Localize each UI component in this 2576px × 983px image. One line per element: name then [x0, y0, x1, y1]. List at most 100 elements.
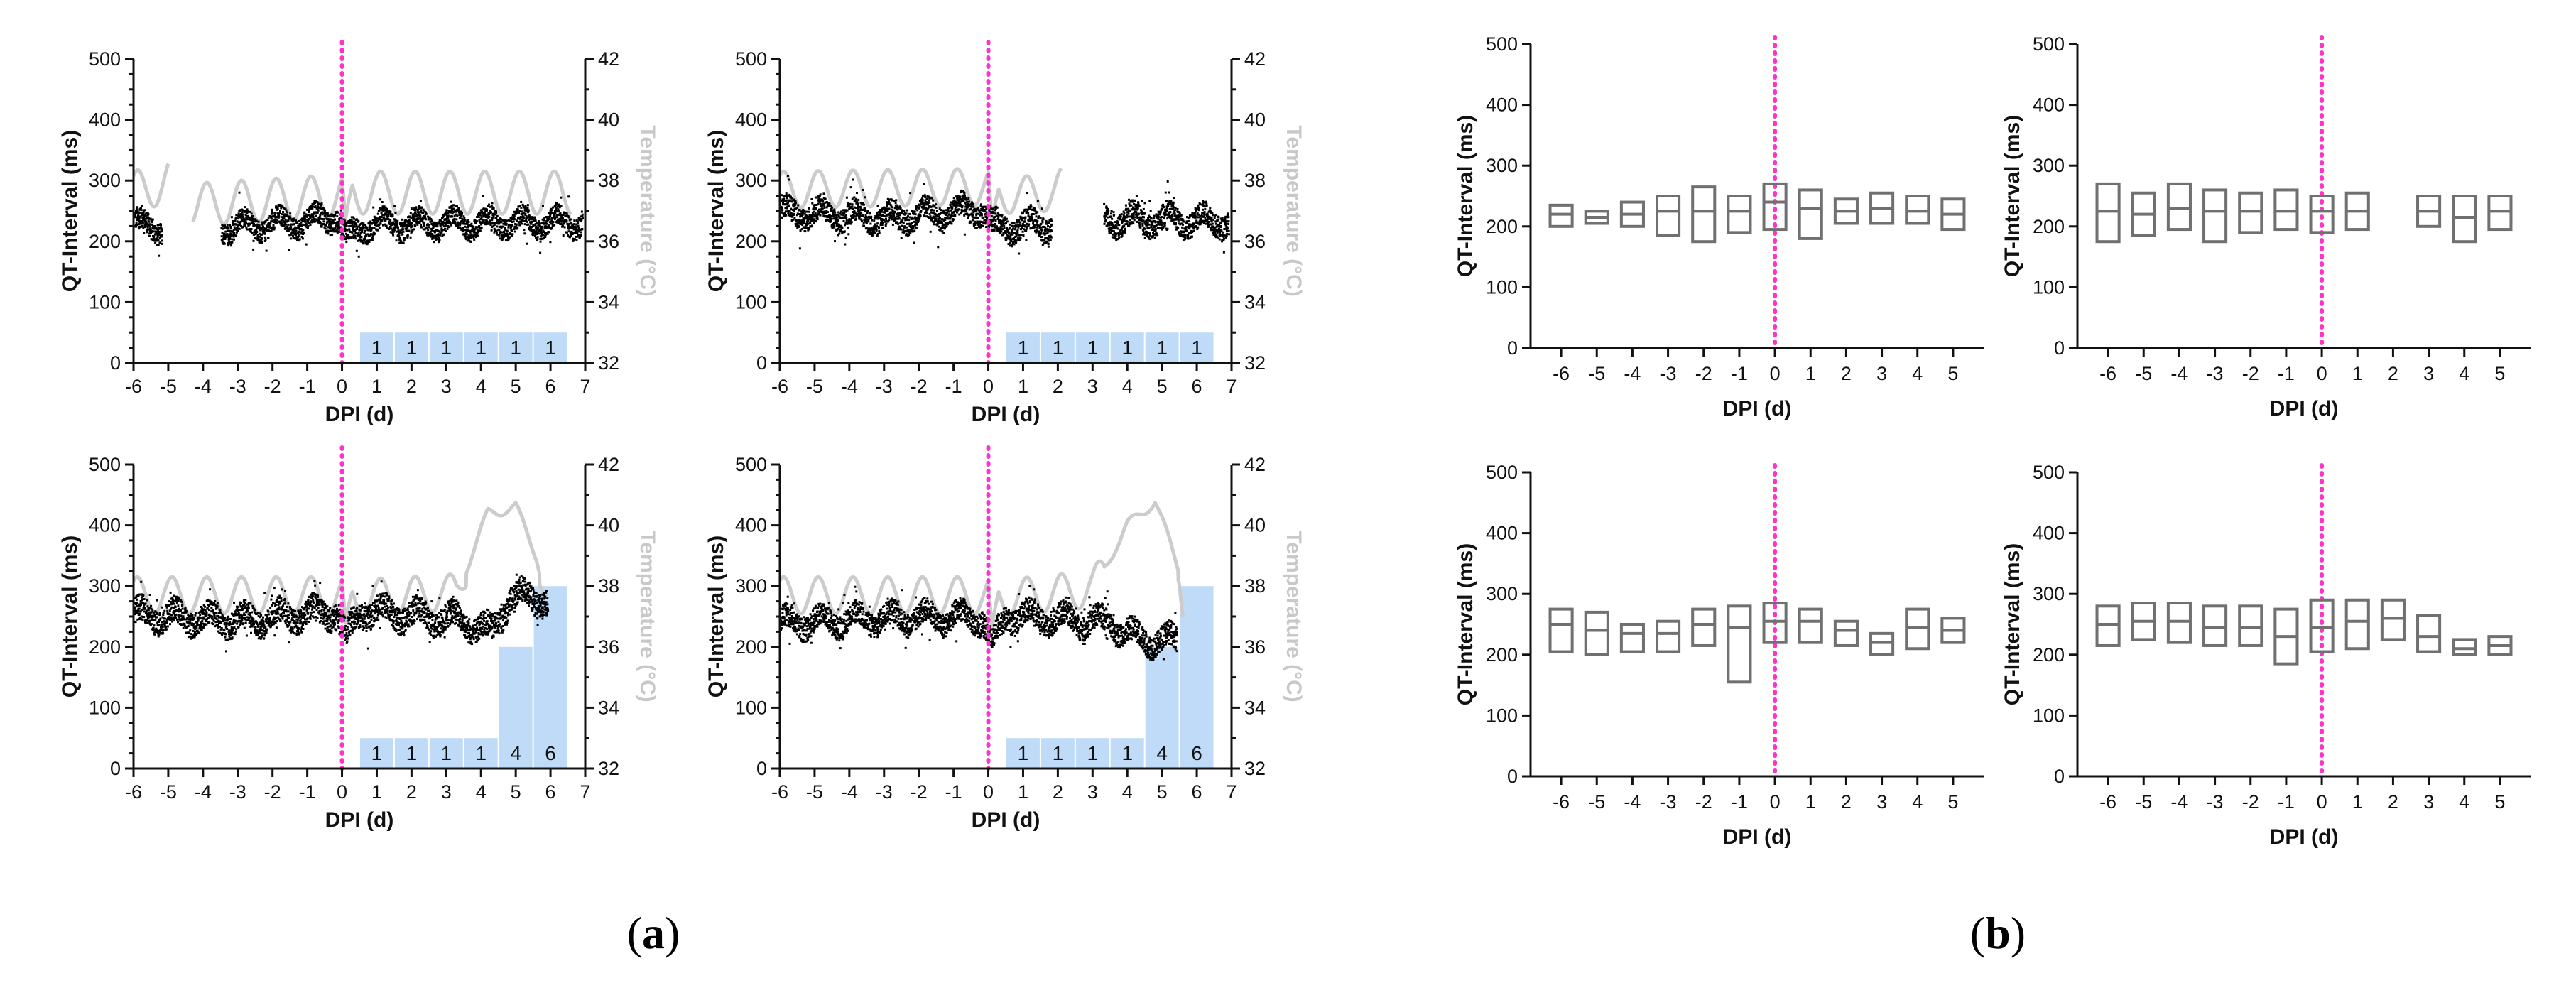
qt-point: [403, 223, 406, 226]
qt-point: [1047, 245, 1050, 248]
qt-point: [862, 203, 865, 206]
qt-point: [929, 230, 932, 233]
qt-point: [434, 223, 437, 225]
qt-point: [369, 233, 372, 236]
qt-point: [1148, 226, 1151, 229]
qt-point: [458, 208, 460, 211]
qt-point: [1183, 220, 1185, 223]
qt-point: [416, 214, 418, 217]
qt-point: [984, 222, 987, 225]
qt-point: [528, 217, 531, 220]
qt-point: [980, 214, 983, 217]
qt-point: [332, 215, 335, 218]
qt-point: [350, 216, 353, 219]
qt-point: [888, 214, 891, 217]
qt-point: [233, 238, 235, 241]
qt-point: [144, 218, 147, 221]
qt-point: [1106, 224, 1109, 227]
qt-point: [894, 216, 897, 219]
qt-point: [899, 212, 902, 214]
qt-point: [1165, 213, 1168, 216]
qt-point: [250, 228, 253, 230]
qt-point: [447, 212, 449, 214]
qt-point: [246, 228, 249, 231]
qt-point: [498, 226, 501, 228]
qt-point: [474, 226, 477, 229]
qt-point: [298, 219, 300, 222]
qt-point: [370, 228, 373, 231]
qt-point: [1172, 212, 1175, 215]
qt-point: [1163, 225, 1165, 228]
qt-point: [379, 216, 381, 218]
qt-point: [478, 219, 481, 222]
qt-point: [881, 218, 884, 221]
score-bar-label-day-2: 1: [1053, 337, 1064, 359]
qt-point: [817, 197, 820, 200]
qt-point: [386, 207, 388, 210]
qt-point: [160, 230, 163, 233]
qt-point: [893, 210, 896, 213]
qt-point: [966, 200, 969, 203]
qt-point: [246, 210, 249, 212]
qt-point: [348, 228, 351, 231]
qt-point: [1028, 218, 1031, 221]
qt-point: [925, 210, 928, 213]
qt-point: [416, 211, 419, 214]
qt-point: [1015, 234, 1018, 236]
qt-point: [854, 199, 857, 202]
qt-point: [811, 202, 814, 205]
qt-point: [1110, 223, 1113, 226]
qt-point: [1026, 225, 1028, 228]
qt-point: [1178, 232, 1180, 235]
qt-point: [1126, 210, 1129, 213]
score-bar-day-6: [1180, 332, 1214, 363]
qt-point: [265, 249, 268, 252]
qt-point: [1114, 234, 1117, 237]
qt-point: [405, 223, 408, 226]
qt-point: [383, 207, 386, 210]
qt-point: [1205, 200, 1207, 203]
qt-point: [903, 210, 906, 212]
qt-point: [397, 227, 399, 229]
qt-point: [1148, 232, 1151, 234]
qt-point: [478, 225, 481, 227]
qt-point: [439, 224, 442, 227]
qt-point: [984, 208, 987, 211]
qt-point: [579, 236, 581, 239]
score-bar-day-3: [1075, 332, 1109, 363]
qt-point: [349, 220, 352, 223]
qt-point: [355, 249, 358, 252]
qt-point: [1004, 217, 1006, 219]
qt-point: [833, 208, 836, 211]
qt-point: [1038, 234, 1041, 237]
qt-point: [836, 228, 838, 231]
qt-point: [800, 228, 803, 231]
qt-point: [276, 208, 278, 211]
qt-point: [945, 217, 948, 219]
qt-point: [480, 226, 483, 229]
qt-point: [856, 192, 858, 194]
qt-point: [888, 202, 891, 205]
qt-point: [393, 222, 396, 225]
qt-point: [1010, 229, 1013, 232]
qt-point: [135, 212, 138, 214]
qt-point: [947, 217, 950, 220]
qt-point: [371, 227, 374, 229]
qt-point: [477, 234, 479, 237]
qt-point: [548, 227, 551, 229]
qt-point: [301, 237, 304, 240]
qt-point: [237, 229, 239, 232]
qt-point: [882, 219, 885, 222]
qt-point: [388, 223, 391, 226]
qt-point: [816, 218, 819, 221]
qt-point: [876, 205, 879, 207]
qt-point: [547, 219, 550, 222]
qt-point: [1104, 212, 1107, 214]
qt-point: [581, 213, 584, 216]
qt-point: [546, 232, 549, 235]
qt-point: [256, 224, 259, 227]
qt-point: [855, 218, 858, 221]
qt-point: [511, 234, 513, 237]
qt-point: [1173, 223, 1176, 226]
qt-point: [1128, 225, 1131, 227]
